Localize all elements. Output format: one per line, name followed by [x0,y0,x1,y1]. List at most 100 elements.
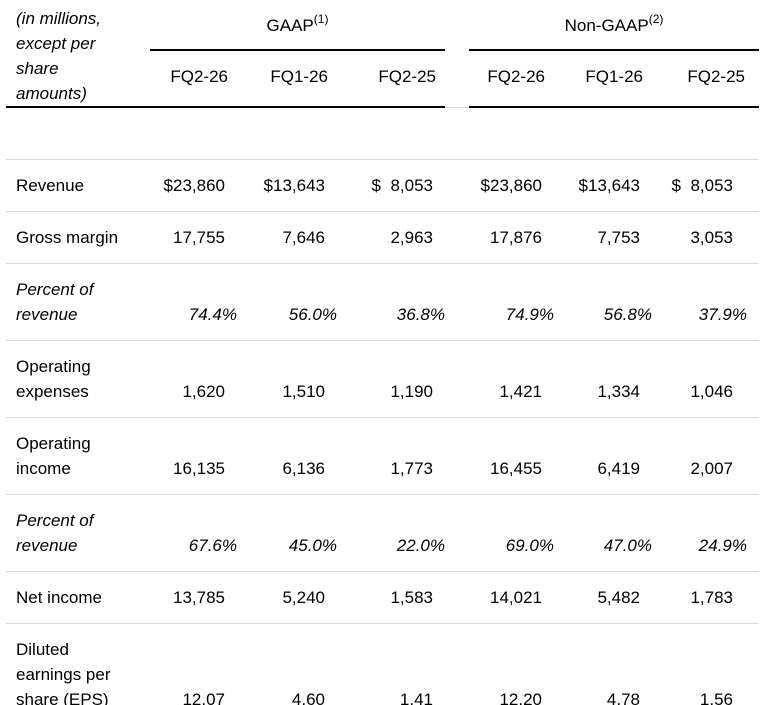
group-header-gaap: GAAP(1) [150,6,445,51]
group-gap-cell [445,571,469,624]
value-cell: 12.20 [469,623,554,705]
value-cell: 47.0% [554,494,652,572]
value-cell: $23,860 [150,159,237,212]
value-cell: 1,783 [652,571,759,624]
column-header-non-gaap-fq2-26: FQ2-26 [469,49,554,109]
row-label: Diluted earnings per share (EPS) [6,623,150,705]
value-cell: 56.0% [237,263,337,341]
row-label: Net income [6,571,150,624]
value-cell: 1,510 [237,340,337,418]
value-cell: 16,455 [469,417,554,495]
value-cell: $13,643 [554,159,652,212]
row-percent-of-revenue-operating: Percent of revenue 67.6% 45.0% 22.0% 69.… [6,494,759,572]
value-cell: 3,053 [652,211,759,264]
value-cell: 13,785 [150,571,237,624]
row-label: Percent of revenue [6,263,150,341]
value-cell: 67.6% [150,494,237,572]
row-revenue: Revenue $23,860 $13,643 $ 8,053 $23,860 … [6,159,759,212]
group-gap-cell [445,211,469,264]
group-gap-cell [445,49,469,108]
value-cell: 16,135 [150,417,237,495]
value-cell: 45.0% [237,494,337,572]
value-cell: 36.8% [337,263,445,341]
value-cell: $ 8,053 [337,159,445,212]
value-cell: 74.4% [150,263,237,341]
value-cell: 1,620 [150,340,237,418]
row-diluted-eps: Diluted earnings per share (EPS) 12.07 4… [6,623,759,705]
value-cell: $23,860 [469,159,554,212]
value-cell: 37.9% [652,263,759,341]
group-gap-cell [445,340,469,418]
blank-cell [337,107,445,160]
footnote-ref-1: (1) [313,12,329,27]
group-header-row: (in millions, except per share amounts) … [6,6,759,108]
group-gap-cell [445,494,469,572]
value-cell: 12.07 [150,623,237,705]
row-label: Operating income [6,417,150,495]
value-cell: 1.56 [652,623,759,705]
blank-spacer-row [6,107,759,160]
value-cell: 24.9% [652,494,759,572]
value-cell: $ 8,053 [652,159,759,212]
financial-results-table: (in millions, except per share amounts) … [6,6,759,705]
value-cell: 7,753 [554,211,652,264]
value-cell: 6,136 [237,417,337,495]
value-cell: 5,240 [237,571,337,624]
row-percent-of-revenue-gross: Percent of revenue 74.4% 56.0% 36.8% 74.… [6,263,759,341]
group-gap-cell [445,623,469,705]
row-operating-income: Operating income 16,135 6,136 1,773 16,4… [6,417,759,495]
column-header-gaap-fq2-25: FQ2-25 [337,49,445,109]
group-gap-cell [445,6,469,50]
value-cell: 56.8% [554,263,652,341]
column-header-gaap-fq2-26: FQ2-26 [150,49,237,109]
value-cell: 22.0% [337,494,445,572]
blank-cell [6,107,150,160]
group-gap-cell [445,417,469,495]
row-gross-margin: Gross margin 17,755 7,646 2,963 17,876 7… [6,211,759,264]
value-cell: 1,334 [554,340,652,418]
value-cell: 1,046 [652,340,759,418]
units-note: (in millions, except per share amounts) [6,6,150,108]
row-label: Percent of revenue [6,494,150,572]
value-cell: 2,007 [652,417,759,495]
value-cell: 1,190 [337,340,445,418]
value-cell: 6,419 [554,417,652,495]
blank-cell [445,107,469,160]
column-header-non-gaap-fq1-26: FQ1-26 [554,49,652,109]
footnote-ref-2: (2) [648,12,664,27]
column-header-non-gaap-fq2-25: FQ2-25 [652,49,759,109]
value-cell: $13,643 [237,159,337,212]
group-gap-cell [445,159,469,212]
value-cell: 17,876 [469,211,554,264]
group-header-non-gaap: Non-GAAP(2) [469,6,759,51]
value-cell: 4.60 [237,623,337,705]
value-cell: 4.78 [554,623,652,705]
value-cell: 17,755 [150,211,237,264]
period-header-row: FQ2-26 FQ1-26 FQ2-25 FQ2-26 FQ1-26 FQ2-2… [6,49,759,109]
value-cell: 5,482 [554,571,652,624]
value-cell: 74.9% [469,263,554,341]
group-header-gaap-label: GAAP [266,15,314,35]
value-cell: 14,021 [469,571,554,624]
column-header-gaap-fq1-26: FQ1-26 [237,49,337,109]
value-cell: 7,646 [237,211,337,264]
blank-cell [150,107,237,160]
value-cell: 1,421 [469,340,554,418]
value-cell: 2,963 [337,211,445,264]
blank-cell [237,107,337,160]
value-cell: 1,583 [337,571,445,624]
row-net-income: Net income 13,785 5,240 1,583 14,021 5,4… [6,571,759,624]
units-note-text: (in millions, except per share amounts) [16,9,102,103]
blank-cell [652,107,759,160]
value-cell: 1,773 [337,417,445,495]
row-operating-expenses: Operating expenses 1,620 1,510 1,190 1,4… [6,340,759,418]
row-label: Operating expenses [6,340,150,418]
group-header-non-gaap-label: Non-GAAP [564,15,649,35]
value-cell: 1.41 [337,623,445,705]
blank-cell [554,107,652,160]
group-gap-cell [445,263,469,341]
value-cell: 69.0% [469,494,554,572]
row-label: Gross margin [6,211,150,264]
row-label: Revenue [6,159,150,212]
